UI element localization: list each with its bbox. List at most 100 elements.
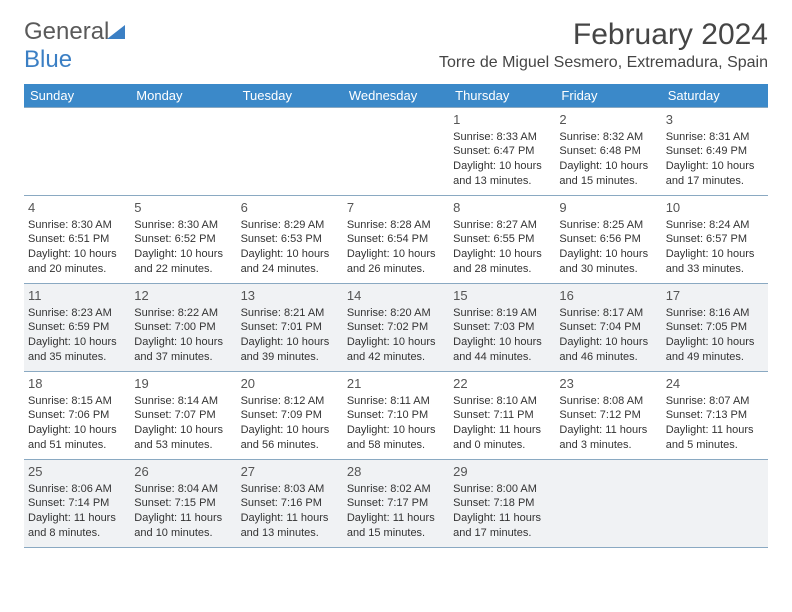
day-sunset: Sunset: 6:57 PM — [666, 232, 764, 247]
day-day1: Daylight: 10 hours — [241, 423, 339, 438]
calendar: Sunday Monday Tuesday Wednesday Thursday… — [24, 84, 768, 548]
day-number: 15 — [453, 287, 551, 305]
day-day2: and 3 minutes. — [559, 438, 657, 453]
day-sunset: Sunset: 7:10 PM — [347, 408, 445, 423]
day-sunrise: Sunrise: 8:11 AM — [347, 394, 445, 409]
day-day2: and 28 minutes. — [453, 262, 551, 277]
day-sunset: Sunset: 7:04 PM — [559, 320, 657, 335]
day-sunset: Sunset: 7:07 PM — [134, 408, 232, 423]
day-sunrise: Sunrise: 8:12 AM — [241, 394, 339, 409]
day-number: 17 — [666, 287, 764, 305]
day-day1: Daylight: 10 hours — [347, 247, 445, 262]
day-number: 14 — [347, 287, 445, 305]
day-sunset: Sunset: 6:48 PM — [559, 144, 657, 159]
day-day1: Daylight: 10 hours — [347, 335, 445, 350]
day-cell: 24Sunrise: 8:07 AMSunset: 7:13 PMDayligh… — [662, 372, 768, 459]
day-day2: and 46 minutes. — [559, 350, 657, 365]
day-sunset: Sunset: 7:03 PM — [453, 320, 551, 335]
day-day1: Daylight: 10 hours — [666, 335, 764, 350]
day-day2: and 15 minutes. — [347, 526, 445, 541]
day-cell — [555, 460, 661, 547]
day-cell: 19Sunrise: 8:14 AMSunset: 7:07 PMDayligh… — [130, 372, 236, 459]
day-sunset: Sunset: 7:11 PM — [453, 408, 551, 423]
day-day1: Daylight: 10 hours — [559, 159, 657, 174]
location: Torre de Miguel Sesmero, Extremadura, Sp… — [439, 54, 768, 72]
day-sunrise: Sunrise: 8:23 AM — [28, 306, 126, 321]
day-day1: Daylight: 10 hours — [559, 247, 657, 262]
day-sunrise: Sunrise: 8:33 AM — [453, 130, 551, 145]
day-number: 21 — [347, 375, 445, 393]
day-day1: Daylight: 11 hours — [666, 423, 764, 438]
day-cell: 12Sunrise: 8:22 AMSunset: 7:00 PMDayligh… — [130, 284, 236, 371]
day-number: 7 — [347, 199, 445, 217]
day-number: 26 — [134, 463, 232, 481]
day-day2: and 26 minutes. — [347, 262, 445, 277]
day-day2: and 35 minutes. — [28, 350, 126, 365]
day-cell: 2Sunrise: 8:32 AMSunset: 6:48 PMDaylight… — [555, 108, 661, 195]
day-sunset: Sunset: 7:06 PM — [28, 408, 126, 423]
day-cell: 6Sunrise: 8:29 AMSunset: 6:53 PMDaylight… — [237, 196, 343, 283]
day-day1: Daylight: 10 hours — [453, 247, 551, 262]
day-day2: and 30 minutes. — [559, 262, 657, 277]
day-day2: and 39 minutes. — [241, 350, 339, 365]
day-number: 19 — [134, 375, 232, 393]
day-cell: 11Sunrise: 8:23 AMSunset: 6:59 PMDayligh… — [24, 284, 130, 371]
day-number: 12 — [134, 287, 232, 305]
day-day2: and 15 minutes. — [559, 174, 657, 189]
day-day1: Daylight: 11 hours — [134, 511, 232, 526]
logo-sail-icon — [107, 25, 125, 39]
day-day2: and 0 minutes. — [453, 438, 551, 453]
day-sunset: Sunset: 7:16 PM — [241, 496, 339, 511]
day-number: 25 — [28, 463, 126, 481]
day-cell — [130, 108, 236, 195]
day-sunset: Sunset: 6:56 PM — [559, 232, 657, 247]
day-day2: and 42 minutes. — [347, 350, 445, 365]
day-number: 20 — [241, 375, 339, 393]
day-sunrise: Sunrise: 8:20 AM — [347, 306, 445, 321]
day-sunset: Sunset: 6:55 PM — [453, 232, 551, 247]
day-sunset: Sunset: 6:59 PM — [28, 320, 126, 335]
day-cell: 29Sunrise: 8:00 AMSunset: 7:18 PMDayligh… — [449, 460, 555, 547]
day-day2: and 44 minutes. — [453, 350, 551, 365]
day-sunrise: Sunrise: 8:06 AM — [28, 482, 126, 497]
weekday-header: Sunday — [24, 84, 130, 107]
day-cell: 27Sunrise: 8:03 AMSunset: 7:16 PMDayligh… — [237, 460, 343, 547]
day-sunrise: Sunrise: 8:27 AM — [453, 218, 551, 233]
day-sunset: Sunset: 7:02 PM — [347, 320, 445, 335]
day-sunset: Sunset: 6:54 PM — [347, 232, 445, 247]
day-sunrise: Sunrise: 8:30 AM — [28, 218, 126, 233]
weekday-header: Friday — [555, 84, 661, 107]
day-day2: and 8 minutes. — [28, 526, 126, 541]
day-cell: 22Sunrise: 8:10 AMSunset: 7:11 PMDayligh… — [449, 372, 555, 459]
weekday-header: Saturday — [662, 84, 768, 107]
day-day1: Daylight: 10 hours — [241, 335, 339, 350]
day-day2: and 37 minutes. — [134, 350, 232, 365]
day-sunset: Sunset: 7:15 PM — [134, 496, 232, 511]
day-day2: and 13 minutes. — [453, 174, 551, 189]
day-day2: and 56 minutes. — [241, 438, 339, 453]
day-number: 22 — [453, 375, 551, 393]
day-number: 10 — [666, 199, 764, 217]
day-sunset: Sunset: 7:17 PM — [347, 496, 445, 511]
day-cell: 5Sunrise: 8:30 AMSunset: 6:52 PMDaylight… — [130, 196, 236, 283]
day-sunrise: Sunrise: 8:24 AM — [666, 218, 764, 233]
day-cell: 20Sunrise: 8:12 AMSunset: 7:09 PMDayligh… — [237, 372, 343, 459]
day-sunset: Sunset: 7:05 PM — [666, 320, 764, 335]
day-day1: Daylight: 11 hours — [241, 511, 339, 526]
day-day1: Daylight: 11 hours — [347, 511, 445, 526]
day-day1: Daylight: 10 hours — [134, 335, 232, 350]
day-sunrise: Sunrise: 8:14 AM — [134, 394, 232, 409]
day-cell: 13Sunrise: 8:21 AMSunset: 7:01 PMDayligh… — [237, 284, 343, 371]
day-number: 13 — [241, 287, 339, 305]
day-day1: Daylight: 10 hours — [559, 335, 657, 350]
day-sunset: Sunset: 6:47 PM — [453, 144, 551, 159]
day-day1: Daylight: 11 hours — [453, 511, 551, 526]
day-sunset: Sunset: 7:12 PM — [559, 408, 657, 423]
day-cell: 7Sunrise: 8:28 AMSunset: 6:54 PMDaylight… — [343, 196, 449, 283]
day-day1: Daylight: 11 hours — [28, 511, 126, 526]
day-sunset: Sunset: 7:14 PM — [28, 496, 126, 511]
day-sunrise: Sunrise: 8:31 AM — [666, 130, 764, 145]
day-sunset: Sunset: 6:51 PM — [28, 232, 126, 247]
day-day2: and 13 minutes. — [241, 526, 339, 541]
day-number: 4 — [28, 199, 126, 217]
